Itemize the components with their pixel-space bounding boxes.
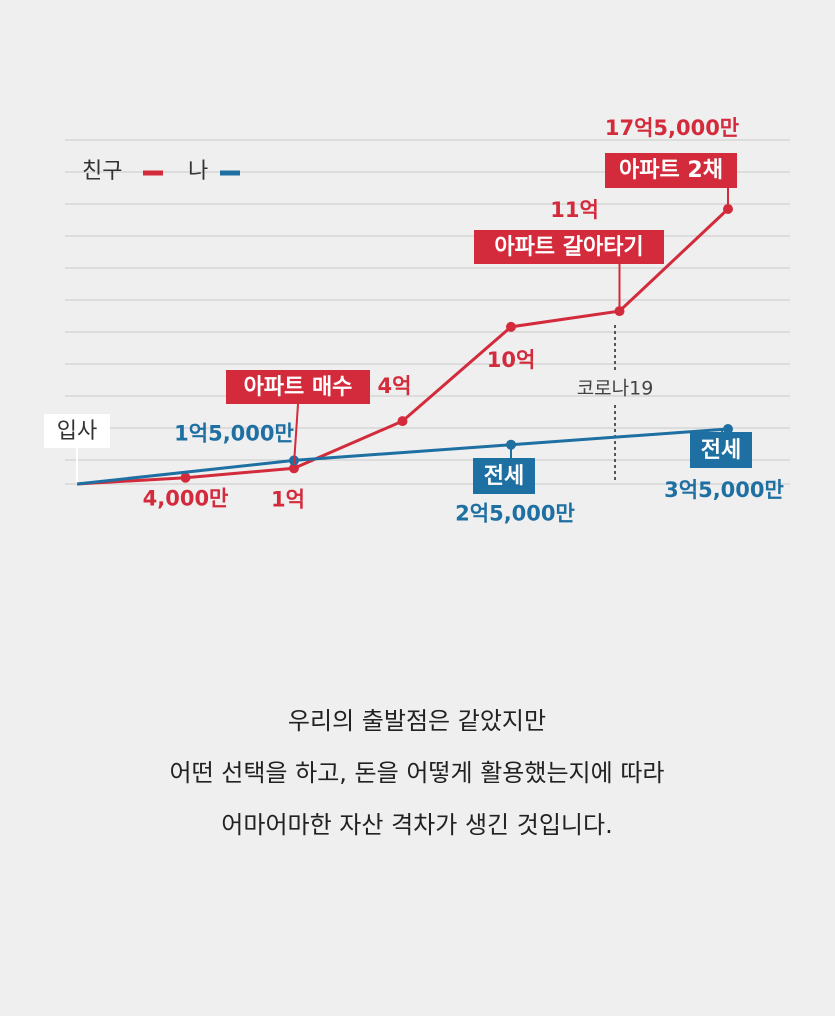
callout-box xyxy=(690,432,752,468)
callouts: 아파트 매수 아파트 갈아타기 아파트 2채 전세 전세 xyxy=(226,153,752,494)
value-label: 11억 xyxy=(550,198,599,222)
caption-line: 우리의 출발점은 같았지만 xyxy=(288,707,546,735)
value-label: 2억5,000만 xyxy=(455,502,575,526)
legend: 친구 나 xyxy=(82,159,240,184)
callout-box xyxy=(226,370,370,404)
annotation: 아파트 갈아타기 xyxy=(494,235,643,260)
annotation: 전세 xyxy=(484,464,524,489)
caption: 우리의 출발점은 같았지만 어떤 선택을 하고, 돈을 어떻게 활용했는지에 따… xyxy=(169,707,664,839)
point xyxy=(506,439,516,450)
annotation: 전세 xyxy=(701,438,741,463)
point xyxy=(723,424,733,434)
annotation: 코로나19 xyxy=(577,378,654,400)
point xyxy=(614,306,625,317)
point xyxy=(180,472,191,483)
start-label: 입사 xyxy=(57,419,97,444)
point xyxy=(506,321,516,332)
caption-line: 어마어마한 자산 격차가 생긴 것입니다. xyxy=(221,811,612,839)
value-label: 1억 xyxy=(271,487,305,511)
point xyxy=(289,463,299,474)
legend-label: 나 xyxy=(188,159,208,184)
value-label: 17억5,000만 xyxy=(605,116,739,140)
callout-box xyxy=(605,153,737,188)
value-label: 1억5,000만 xyxy=(174,421,294,445)
value-label: 4억 xyxy=(378,374,412,398)
grid xyxy=(65,139,790,485)
value-label: 4,000만 xyxy=(143,487,229,511)
legend-label: 친구 xyxy=(82,159,122,184)
point xyxy=(397,416,408,427)
caption-line: 어떤 선택을 하고, 돈을 어떻게 활용했는지에 따라 xyxy=(169,759,664,787)
start: 입사 xyxy=(44,414,110,484)
value-label: 3억5,000만 xyxy=(664,478,784,502)
annotation: 아파트 매수 xyxy=(244,375,353,400)
annotation: 아파트 2채 xyxy=(619,158,723,183)
covid-marker: 코로나19 xyxy=(577,325,654,480)
value-label: 10억 xyxy=(487,348,536,372)
point xyxy=(723,204,733,214)
start-box xyxy=(44,414,110,448)
callout-box xyxy=(474,230,664,264)
callout-box xyxy=(473,458,535,494)
series-line xyxy=(76,427,729,486)
